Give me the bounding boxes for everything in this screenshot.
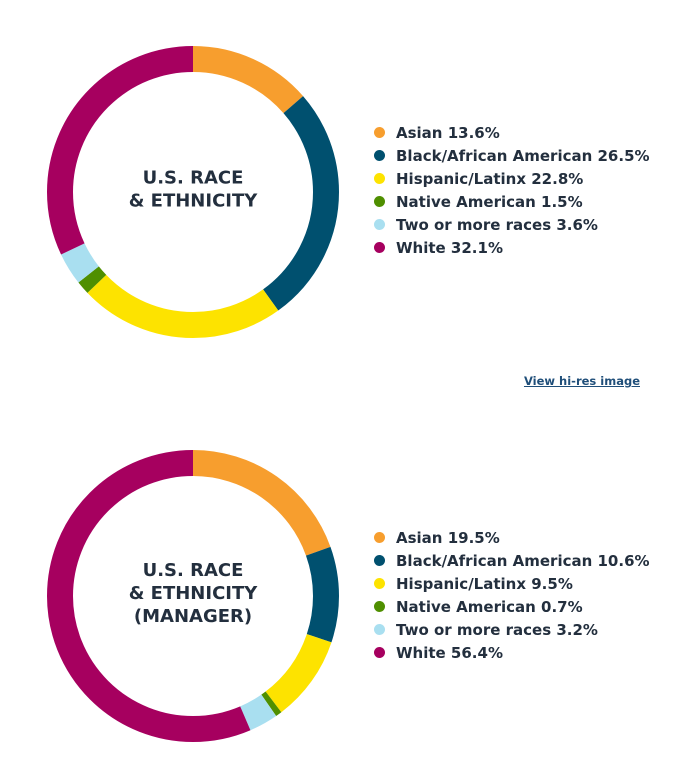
race-ethnicity-legend: Asian 13.6% Black/African American 26.5% H… [374, 121, 650, 259]
legend-item-two-or-more-races: Two or more races 3.6% [374, 213, 650, 236]
legend-label: Native American 1.5% [396, 192, 583, 211]
legend-label: Asian 13.6% [396, 123, 500, 142]
donut-slices [47, 46, 339, 338]
legend-item-native-american: Native American 0.7% [374, 595, 650, 618]
legend-item-hispanic-latinx: Hispanic/Latinx 9.5% [374, 572, 650, 595]
legend-swatch [374, 601, 385, 612]
legend-label: White 32.1% [396, 238, 503, 257]
donut-center-label: U.S. RACE& ETHNICITY(MANAGER) [129, 560, 259, 627]
legend-swatch [374, 624, 385, 635]
legend-item-black-african-american: Black/African American 26.5% [374, 144, 650, 167]
legend-label: Two or more races 3.6% [396, 215, 598, 234]
donut-slice-white [47, 46, 339, 338]
view-hires-image-link[interactable]: View hi-res image [523, 374, 640, 388]
race-ethnicity-donut: U.S. RACE& ETHNICITY [47, 46, 339, 338]
legend-label: White 56.4% [396, 643, 503, 662]
legend-swatch [374, 196, 385, 207]
donut-slice-hispanic-latinx [47, 46, 339, 338]
legend-item-asian: Asian 13.6% [374, 121, 650, 144]
race-ethnicity-manager-donut: U.S. RACE& ETHNICITY(MANAGER) [47, 450, 339, 742]
race-ethnicity-manager-chart: U.S. RACE & ETHNICITY (MANAGER) Asian 19.5… [0, 430, 694, 757]
legend-swatch [374, 173, 385, 184]
legend-swatch [374, 578, 385, 589]
legend-label: Hispanic/Latinx 9.5% [396, 574, 573, 593]
legend-swatch [374, 127, 385, 138]
donut-slices [47, 450, 339, 742]
race-ethnicity-manager-legend: Asian 19.5% Black/African American 10.6% H… [374, 526, 650, 664]
legend-item-hispanic-latinx: Hispanic/Latinx 22.8% [374, 167, 650, 190]
legend-label: Two or more races 3.2% [396, 620, 598, 639]
legend-swatch [374, 150, 385, 161]
center-label-line: & ETHNICITY [129, 191, 259, 212]
race-ethnicity-chart: U.S. RACE & ETHNICITY Asian 13.6% Black/Af… [0, 0, 694, 370]
donut-slice-white [47, 450, 339, 742]
donut-slice-black-african-american [47, 450, 339, 742]
center-label-line: U.S. RACE [143, 560, 244, 581]
legend-label: Asian 19.5% [396, 528, 500, 547]
legend-label: Black/African American 10.6% [396, 551, 650, 570]
donut-slice-black-african-american [47, 46, 339, 338]
legend-label: Hispanic/Latinx 22.8% [396, 169, 584, 188]
legend-label: Native American 0.7% [396, 597, 583, 616]
legend-item-native-american: Native American 1.5% [374, 190, 650, 213]
legend-swatch [374, 219, 385, 230]
legend-item-asian: Asian 19.5% [374, 526, 650, 549]
legend-swatch [374, 242, 385, 253]
center-label-line: & ETHNICITY [129, 583, 259, 604]
donut-center-label: U.S. RACE& ETHNICITY [129, 168, 259, 212]
center-label-line: (MANAGER) [134, 606, 252, 627]
legend-swatch [374, 555, 385, 566]
legend-item-two-or-more-races: Two or more races 3.2% [374, 618, 650, 641]
legend-swatch [374, 647, 385, 658]
legend-label: Black/African American 26.5% [396, 146, 650, 165]
legend-item-white: White 32.1% [374, 236, 650, 259]
legend-item-black-african-american: Black/African American 10.6% [374, 549, 650, 572]
legend-swatch [374, 532, 385, 543]
center-label-line: U.S. RACE [143, 168, 244, 189]
legend-item-white: White 56.4% [374, 641, 650, 664]
